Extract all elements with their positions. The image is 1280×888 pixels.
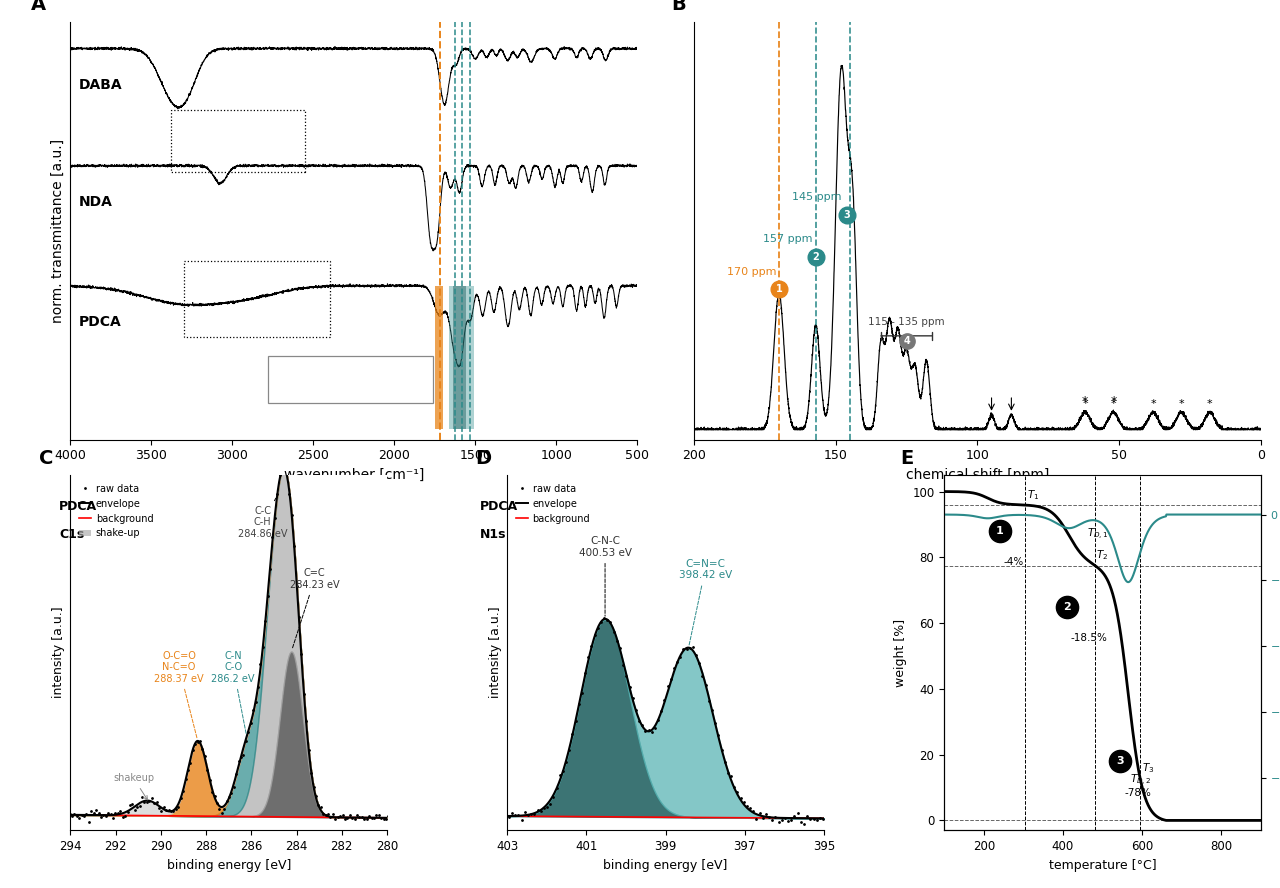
Text: C-N-C
400.53 eV: C-N-C 400.53 eV <box>579 536 631 616</box>
Text: C-C
C-H
284.86 eV: C-C C-H 284.86 eV <box>238 498 288 539</box>
Y-axis label: weight [%]: weight [%] <box>893 619 906 686</box>
Text: C=C
284.23 eV: C=C 284.23 eV <box>289 568 339 649</box>
Bar <box>448 286 474 429</box>
Bar <box>453 286 466 429</box>
Text: -4%: -4% <box>1004 558 1024 567</box>
Legend: raw data, envelope, background, shake-up: raw data, envelope, background, shake-up <box>76 480 157 543</box>
Y-axis label: intensity [a.u.]: intensity [a.u.] <box>52 607 65 699</box>
Bar <box>435 286 443 429</box>
Text: 3: 3 <box>844 210 850 220</box>
X-axis label: chemical shift [ppm]: chemical shift [ppm] <box>906 468 1050 482</box>
Text: C: C <box>38 449 52 468</box>
Text: 3: 3 <box>1116 757 1124 766</box>
X-axis label: temperature [°C]: temperature [°C] <box>1048 859 1156 871</box>
Text: O-C=O
N-C=O
288.37 eV: O-C=O N-C=O 288.37 eV <box>154 651 204 738</box>
Text: C1s: C1s <box>59 527 84 541</box>
Text: *: * <box>1083 399 1088 408</box>
Text: B: B <box>671 0 686 14</box>
Text: C-N
C-O
286.2 eV: C-N C-O 286.2 eV <box>211 651 255 734</box>
Y-axis label: norm. transmittance [a.u.]: norm. transmittance [a.u.] <box>51 139 65 323</box>
Bar <box>268 356 433 403</box>
Text: N1s: N1s <box>480 527 506 541</box>
Text: $T_{D,1}$: $T_{D,1}$ <box>1087 527 1108 542</box>
Bar <box>184 261 329 337</box>
Text: *: * <box>1151 399 1156 408</box>
Text: *: * <box>1110 395 1116 408</box>
Text: 2: 2 <box>1062 602 1071 612</box>
Text: $T_2$: $T_2$ <box>1096 549 1108 562</box>
Text: PDCA: PDCA <box>59 500 97 512</box>
Text: -18.5%: -18.5% <box>1071 633 1107 643</box>
Text: *: * <box>1082 395 1088 408</box>
Text: 145 ppm: 145 ppm <box>792 193 841 202</box>
Text: 1: 1 <box>776 284 782 294</box>
Text: 2: 2 <box>813 252 819 262</box>
Text: 157 ppm: 157 ppm <box>763 234 813 244</box>
Text: D: D <box>476 449 492 468</box>
Text: C=N=C
398.42 eV: C=N=C 398.42 eV <box>678 559 732 645</box>
Legend: raw data, envelope, background: raw data, envelope, background <box>512 480 594 527</box>
Text: *: * <box>1179 399 1184 408</box>
Text: 115 - 135 ppm: 115 - 135 ppm <box>868 317 945 327</box>
Text: 170 ppm: 170 ppm <box>727 266 776 276</box>
Text: $T_3$: $T_3$ <box>1142 762 1155 775</box>
Text: $T_1$: $T_1$ <box>1027 488 1039 503</box>
Text: A: A <box>31 0 46 14</box>
Text: shakeup: shakeup <box>113 773 155 800</box>
Y-axis label: intensity [a.u.]: intensity [a.u.] <box>489 607 502 699</box>
X-axis label: wavenumber [cm⁻¹]: wavenumber [cm⁻¹] <box>284 468 424 482</box>
X-axis label: binding energy [eV]: binding energy [eV] <box>603 859 728 871</box>
Text: -78%: -78% <box>1124 788 1151 797</box>
Text: *: * <box>1207 399 1212 408</box>
Text: PDCA: PDCA <box>78 315 122 329</box>
Text: *: * <box>1111 399 1116 408</box>
Text: NDA: NDA <box>78 195 113 209</box>
X-axis label: binding energy [eV]: binding energy [eV] <box>166 859 291 871</box>
Text: E: E <box>900 449 913 468</box>
Text: 1: 1 <box>996 526 1004 536</box>
Text: DABA: DABA <box>78 78 122 91</box>
Text: 4: 4 <box>904 336 910 345</box>
Text: PDCA: PDCA <box>480 500 517 512</box>
Text: $T_{D,2}$: $T_{D,2}$ <box>1130 773 1152 789</box>
Bar <box>170 110 305 171</box>
